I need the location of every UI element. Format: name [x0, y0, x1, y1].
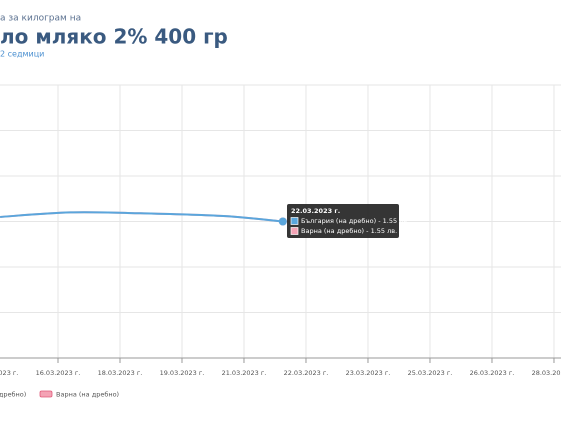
tooltip-box [287, 204, 399, 238]
chart-subtitle: а за килограм на [0, 14, 81, 24]
x-tick-label: 15.03.2023 г. [0, 369, 18, 377]
x-tick-label: 26.03.2023 г. [470, 369, 515, 377]
chart-period: 2 седмици [0, 50, 44, 59]
tooltip-item: Варна (на дребно) - 1.55 лв. [301, 227, 397, 235]
x-tick-label: 18.03.2023 г. [98, 369, 143, 377]
x-tick-label: 22.03.2023 г. [284, 369, 329, 377]
x-tick-label: 21.03.2023 г. [222, 369, 267, 377]
tooltip-swatch [290, 217, 299, 225]
tooltip-title: 22.03.2023 г. [291, 207, 340, 215]
x-tick-label: 23.03.2023 г. [346, 369, 391, 377]
legend-label: Варна (на дребно) [56, 391, 119, 399]
x-tick-label: 25.03.2023 г. [408, 369, 453, 377]
tooltip: 22.03.2023 г. България (на дребно) - 1.55… [287, 204, 409, 238]
x-tick-label: 16.03.2023 г. [36, 369, 81, 377]
tooltip-swatch [290, 227, 299, 235]
line [0, 211, 283, 223]
legend-label: (на дребно) [0, 391, 26, 399]
chart-title: ло мляко 2% 400 гр [0, 25, 228, 49]
tooltip-item: България (на дребно) - 1.55 лв. [301, 217, 409, 225]
legend-swatch [39, 390, 53, 398]
x-tick-label: 28.03.2023 г. [532, 369, 561, 377]
x-tick-label: 19.03.2023 г. [160, 369, 205, 377]
point [278, 217, 287, 226]
